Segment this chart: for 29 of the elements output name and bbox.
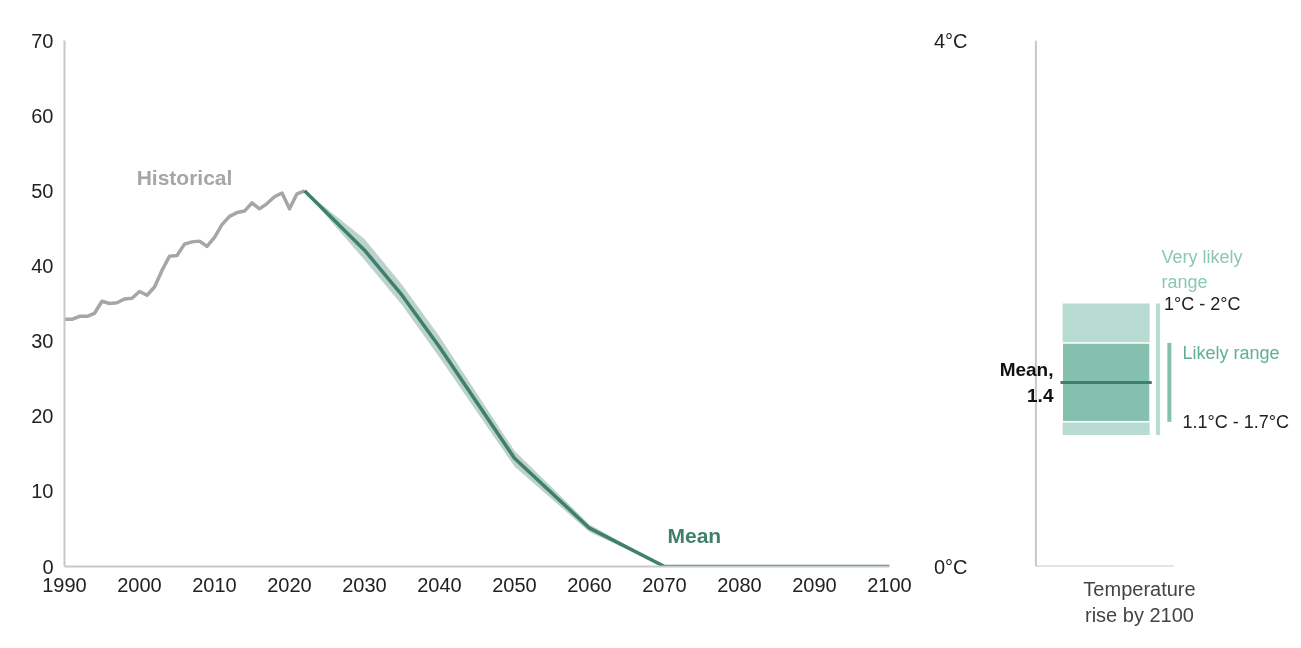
- y-tick-label: 30: [31, 330, 54, 353]
- x-tick-label: 2000: [117, 573, 162, 596]
- x-tick-label: 2090: [792, 573, 837, 596]
- y-tick-label: 70: [31, 29, 54, 52]
- x-tick-label: 2070: [642, 573, 687, 596]
- x-tick-label: 2020: [267, 573, 312, 596]
- text: Very likely range: [1161, 246, 1243, 292]
- x-tick-label: 2010: [192, 573, 237, 596]
- x-tick-label: 2030: [342, 573, 387, 596]
- text: 1.1°C - 1.7°C: [1182, 411, 1289, 432]
- y-tick-label: 10: [31, 480, 54, 503]
- x-tick-label: 2100: [867, 573, 912, 596]
- text: Likely range: [1182, 342, 1280, 363]
- x-tick-label: 2080: [717, 573, 762, 596]
- x-tick-label: 2060: [567, 573, 612, 596]
- x-axis-title: Temperature rise by 2100: [1083, 577, 1196, 626]
- series-label: Mean: [667, 523, 722, 547]
- x-tick-label: 2050: [492, 573, 537, 596]
- text: 1°C - 2°C: [1164, 293, 1241, 314]
- series-label: Historical: [136, 165, 233, 189]
- y-tick-label: 50: [31, 179, 54, 202]
- x-tick-label: 2040: [417, 573, 462, 596]
- y-tick-label: 40: [31, 254, 54, 277]
- y-tick-label: 4°C: [933, 29, 968, 52]
- line-series: [64, 189, 307, 322]
- y-tick-label: 60: [31, 104, 54, 127]
- y-tick-label: 20: [31, 405, 54, 428]
- y-tick-label: 0°C: [933, 555, 968, 578]
- text: Mean, 1.4: [999, 358, 1054, 407]
